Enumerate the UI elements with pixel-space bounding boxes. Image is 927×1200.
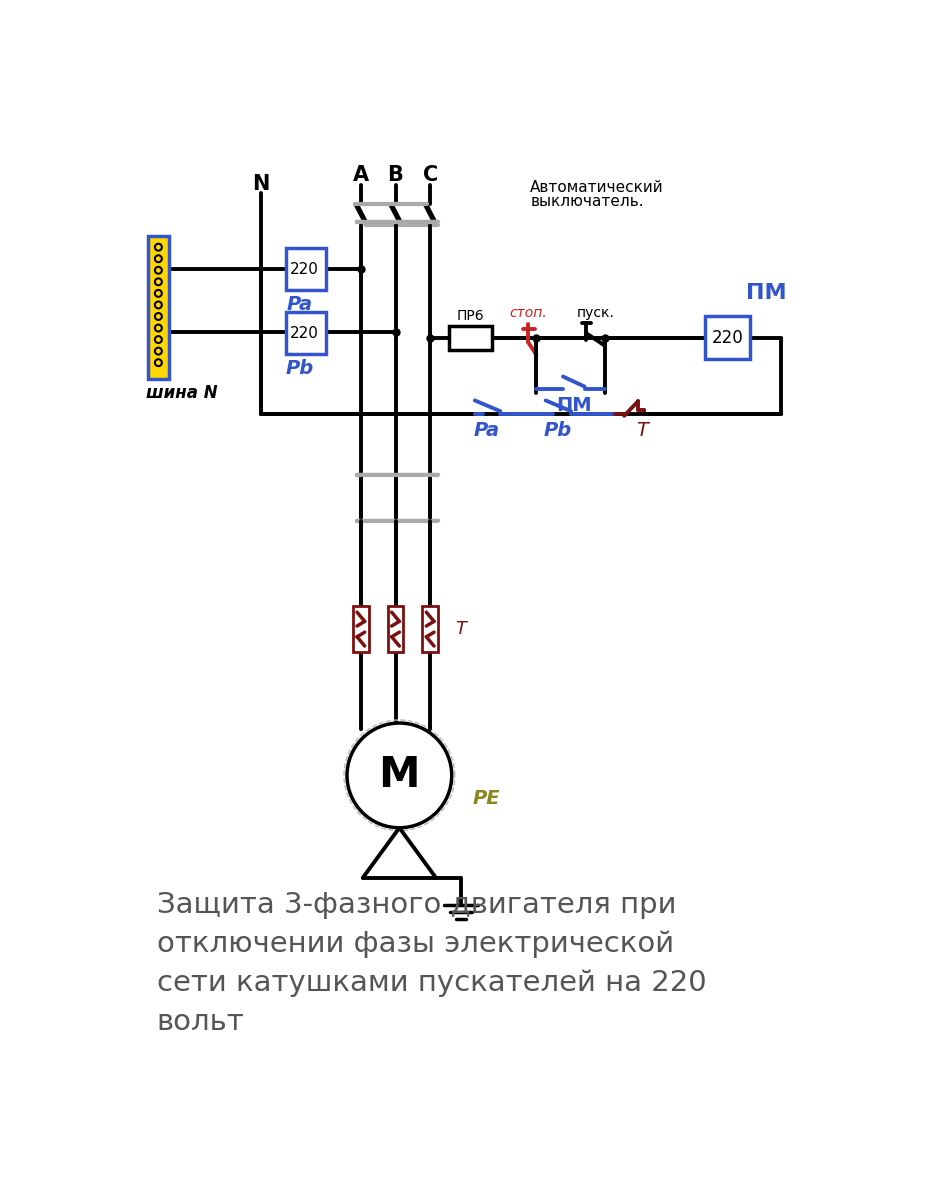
Circle shape: [154, 254, 163, 263]
Circle shape: [154, 312, 163, 322]
Text: шина N: шина N: [146, 384, 218, 402]
Text: M: M: [378, 755, 420, 797]
Text: Pb: Pb: [286, 359, 314, 378]
Text: B: B: [387, 164, 403, 185]
Bar: [147, 236, 169, 379]
Text: пуск.: пуск.: [577, 306, 614, 320]
Text: стоп.: стоп.: [509, 306, 547, 320]
Text: ПМ: ПМ: [556, 396, 591, 415]
Text: выключатель.: выключатель.: [529, 194, 643, 209]
Text: Pa: Pa: [286, 295, 312, 313]
Circle shape: [154, 289, 163, 298]
Circle shape: [154, 242, 163, 252]
Bar: [422, 606, 438, 653]
Text: T: T: [454, 620, 465, 638]
Text: 220: 220: [711, 329, 743, 347]
Bar: [387, 606, 403, 653]
Text: A: A: [352, 164, 369, 185]
Text: 220: 220: [289, 325, 318, 341]
Circle shape: [154, 300, 163, 310]
Bar: [705, 317, 749, 359]
Text: C: C: [422, 164, 438, 185]
Circle shape: [347, 724, 451, 828]
Text: 220: 220: [289, 262, 318, 277]
Circle shape: [154, 335, 163, 344]
Circle shape: [154, 358, 163, 367]
Circle shape: [154, 324, 163, 332]
Circle shape: [154, 277, 163, 287]
Text: N: N: [252, 174, 269, 194]
Text: ПР6: ПР6: [456, 308, 484, 323]
Bar: [286, 248, 326, 290]
Bar: [449, 326, 491, 349]
Text: Pb: Pb: [542, 421, 571, 440]
Circle shape: [154, 265, 163, 275]
Text: Автоматический: Автоматический: [529, 180, 663, 196]
Circle shape: [154, 347, 163, 355]
Text: PE: PE: [472, 790, 500, 808]
Text: ПМ: ПМ: [745, 283, 786, 304]
Text: Pa: Pa: [473, 421, 499, 440]
Bar: [353, 606, 368, 653]
Bar: [286, 312, 326, 354]
Text: Защита 3-фазного двигателя при
отключении фазы электрической
сети катушками пуск: Защита 3-фазного двигателя при отключени…: [157, 890, 705, 1036]
Text: T: T: [635, 421, 647, 440]
